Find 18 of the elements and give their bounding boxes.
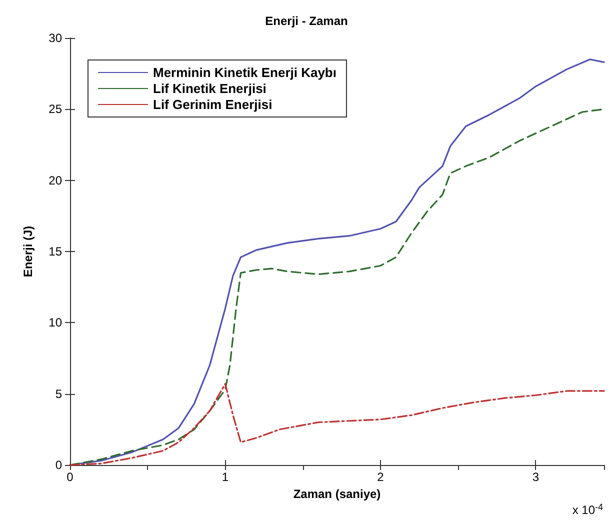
x-tick-label: 0 — [66, 470, 74, 484]
y-tick-label: 25 — [48, 102, 62, 116]
legend-label: Lif Kinetik Enerjisi — [153, 81, 266, 96]
y-tick-label: 20 — [48, 173, 62, 188]
x-tick-label: 3 — [532, 470, 540, 484]
x-tick-label: 1 — [222, 470, 229, 484]
y-tick-label: 10 — [48, 316, 62, 330]
chart-title: Enerji - Zaman — [265, 14, 348, 28]
y-axis-title: Enerji (J) — [21, 226, 35, 278]
y-tick-label: 5 — [55, 386, 62, 401]
line-series — [69, 383, 605, 466]
x-tick-label: 2 — [377, 470, 384, 484]
legend-label: Merminin Kinetik Enerji Kaybı — [153, 65, 336, 80]
y-tick-label: 30 — [48, 31, 62, 45]
x-axis-title: Zaman (saniye) — [293, 486, 381, 501]
y-tick-label: 0 — [55, 458, 62, 472]
legend-label: Lif Gerinim Enerjisi — [153, 97, 272, 112]
y-tick-label: 15 — [48, 244, 62, 258]
